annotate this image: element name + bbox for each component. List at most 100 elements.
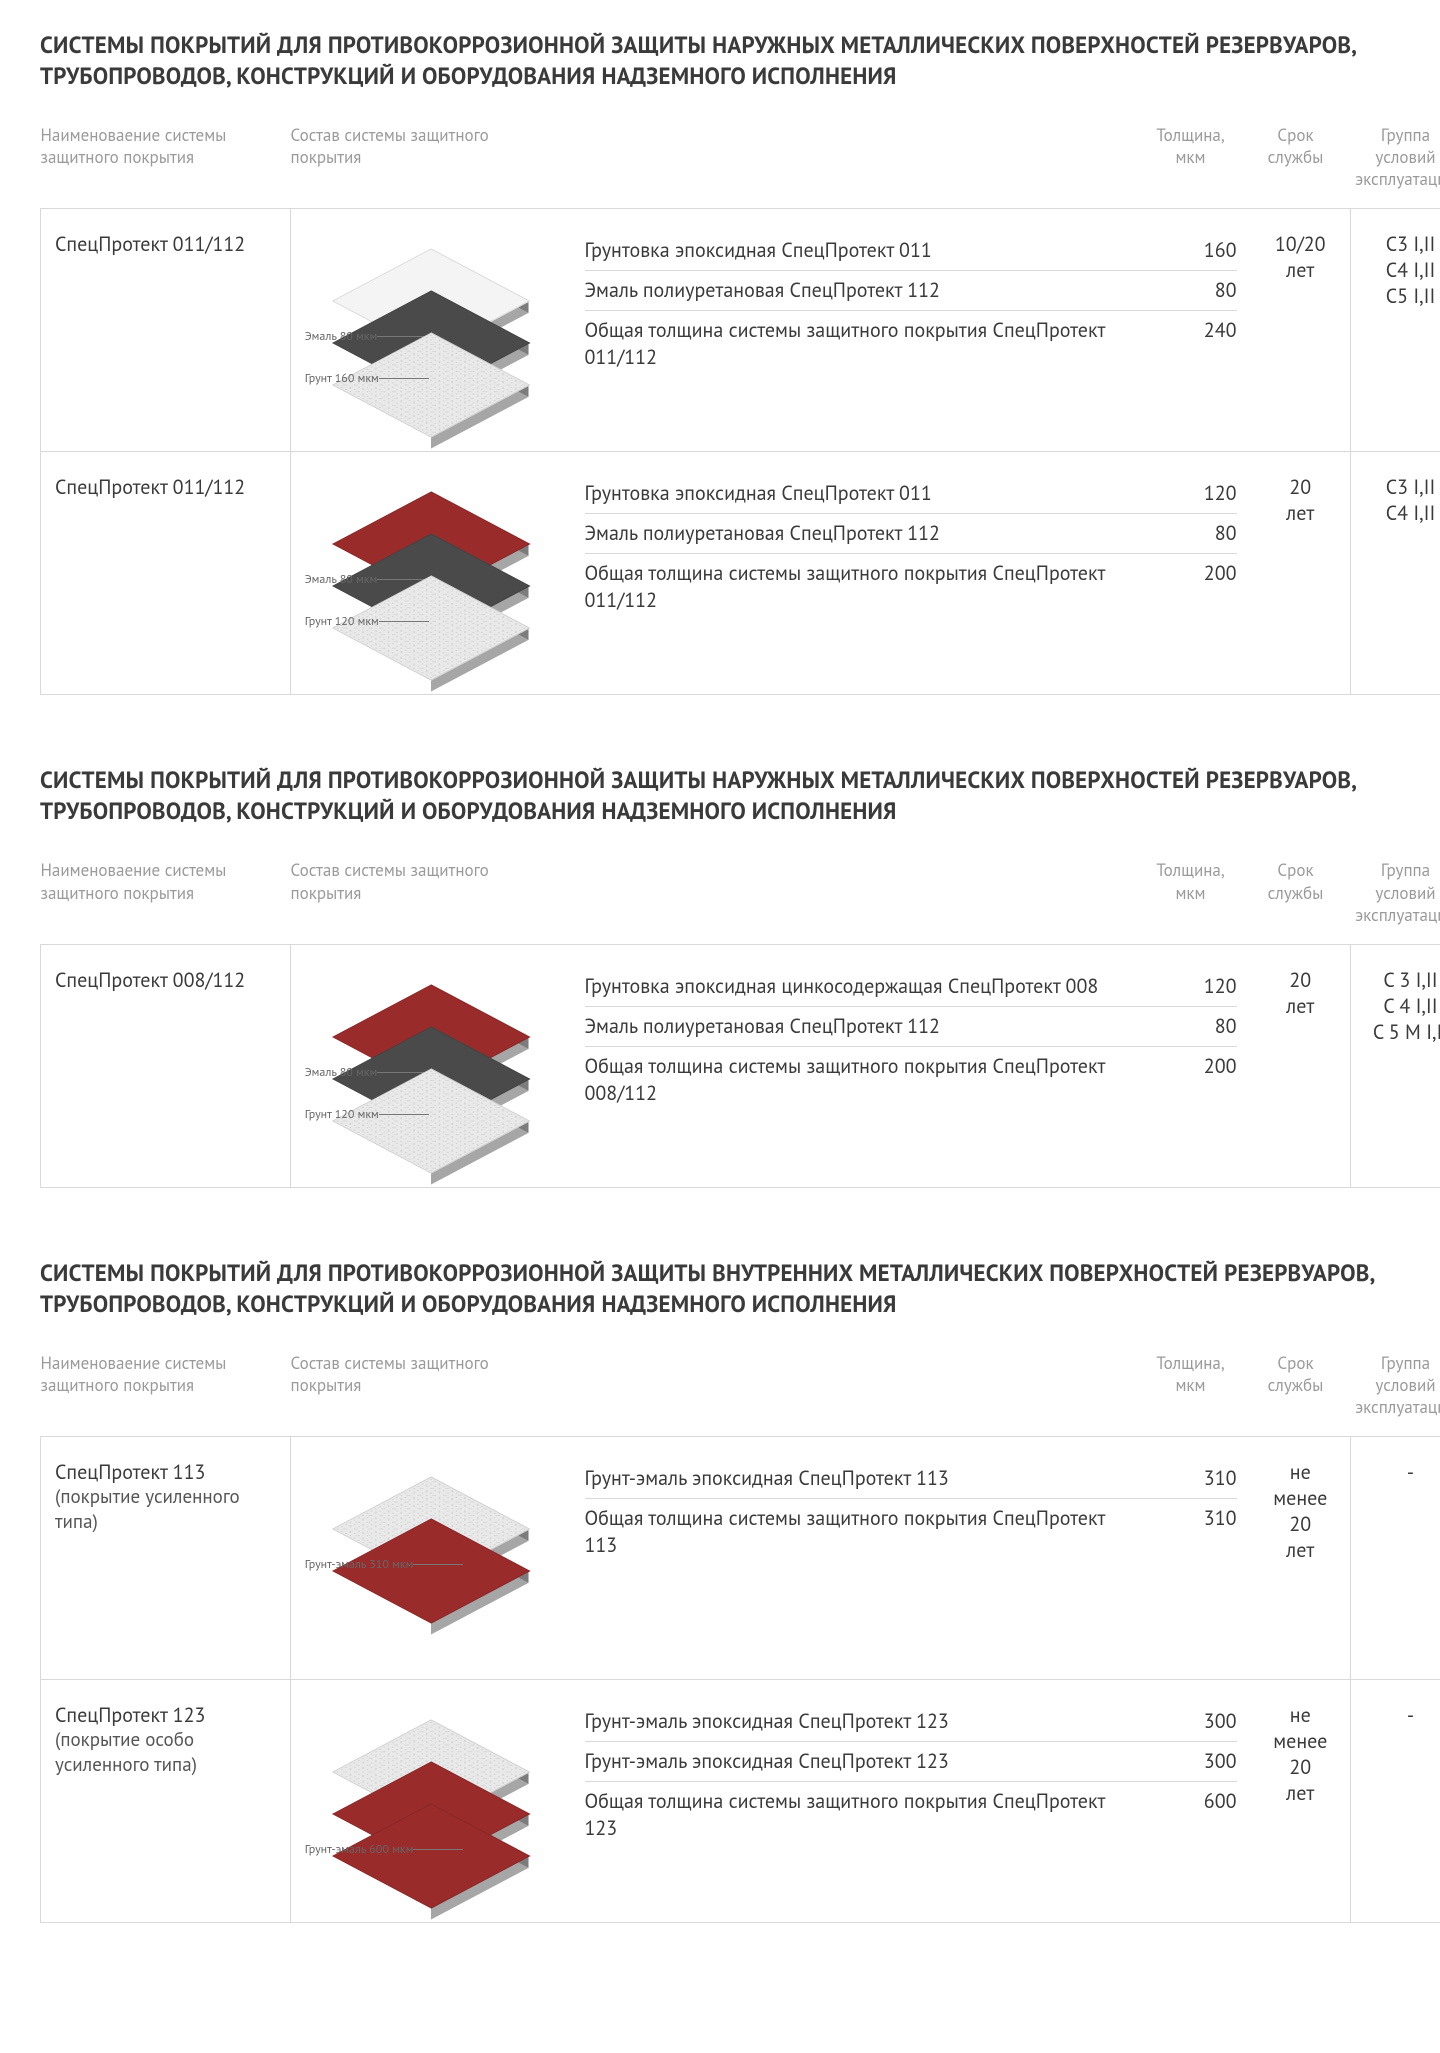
- col-header: Наименоваение системы защитного покрытия: [41, 1348, 291, 1437]
- col-header: [571, 1348, 1141, 1437]
- col-header: Группа условий эксплуатации: [1351, 120, 1440, 209]
- col-header: Группа условий эксплуатации: [1351, 1348, 1440, 1437]
- coating-diagram: Эмаль 80 мкмГрунт 120 мкм: [311, 967, 551, 1157]
- table-row: СпецПротект 011/112 Эмаль 80 мкм Грунт 120…: [41, 452, 1440, 695]
- detail-row: Грунтовка эпоксидная СпецПротект 011 120: [585, 474, 1237, 514]
- detail-value: 120: [1157, 973, 1237, 1000]
- cell-life: 10/20лет: [1251, 209, 1351, 452]
- detail-value: 160: [1157, 237, 1237, 264]
- system-name: СпецПротект 113: [55, 1459, 276, 1485]
- col-header: Толщина, мкм: [1141, 120, 1251, 209]
- detail-row: Грунтовка эпоксидная цинкосодержащая Спе…: [585, 967, 1237, 1007]
- detail-label: Грунт-эмаль эпоксидная СпецПротект 113: [585, 1465, 1137, 1492]
- detail-row: Грунт-эмаль эпоксидная СпецПротект 123 30…: [585, 1742, 1237, 1782]
- col-header: Срок службы: [1251, 120, 1351, 209]
- cell-details: Грунт-эмаль эпоксидная СпецПротект 123 30…: [571, 1680, 1251, 1923]
- system-name: СпецПротект 123: [55, 1702, 276, 1728]
- table-row: СпецПротект 123(покрытие особо усиленног…: [41, 1680, 1440, 1923]
- cell-group: С3 I,IIС4 I,IIС5 I,II: [1351, 209, 1440, 452]
- section-title: СИСТЕМЫ ПОКРЫТИЙ ДЛЯ ПРОТИВОКОРРОЗИОННОЙ…: [40, 1258, 1400, 1320]
- detail-label: Грунтовка эпоксидная СпецПротект 011: [585, 480, 1137, 507]
- col-header: Наименоваение системы защитного покрытия: [41, 120, 291, 209]
- detail-value: 80: [1157, 277, 1237, 304]
- detail-value: 600: [1157, 1788, 1237, 1842]
- cell-diagram: Эмаль 80 мкм Грунт 120 мкм: [291, 452, 571, 695]
- system-name: СпецПротект 011/112: [55, 231, 276, 257]
- system-name-sub: (покрытие усиленного типа): [55, 1485, 276, 1534]
- cell-details: Грунт-эмаль эпоксидная СпецПротект 11331…: [571, 1437, 1251, 1680]
- page-root: СИСТЕМЫ ПОКРЫТИЙ ДЛЯ ПРОТИВОКОРРОЗИОННОЙ…: [40, 30, 1400, 1923]
- diagram-callout: Грунт 120 мкм: [305, 614, 379, 629]
- detail-value: 80: [1157, 1013, 1237, 1040]
- cell-name: СпецПротект 011/112: [41, 452, 291, 695]
- cell-diagram: Эмаль 80 мкм Грунт 120 мкм: [291, 944, 571, 1187]
- cell-diagram: Грунт-эмаль 600 мкм: [291, 1680, 571, 1923]
- coating-table: Наименоваение системы защитного покрытия…: [40, 1348, 1440, 1923]
- diagram-callout: Грунт 120 мкм: [305, 1107, 379, 1122]
- coating-diagram: Грунт-эмаль 310 мкм: [311, 1459, 551, 1649]
- table-row: СпецПротект 113(покрытие усиленного типа…: [41, 1437, 1440, 1680]
- detail-row: Общая толщина системы защитного покрытия…: [585, 1782, 1237, 1848]
- detail-value: 300: [1157, 1748, 1237, 1775]
- detail-value: 120: [1157, 480, 1237, 507]
- detail-row: Грунт-эмаль эпоксидная СпецПротект 123 30…: [585, 1702, 1237, 1742]
- diagram-callout: Эмаль 80 мкм: [305, 329, 378, 344]
- detail-row: Эмаль полиуретановая СпецПротект 112 80: [585, 514, 1237, 554]
- detail-label: Эмаль полиуретановая СпецПротект 112: [585, 277, 1137, 304]
- cell-life: неменее20лет: [1251, 1437, 1351, 1680]
- cell-group: С 3 I,IIС 4 I,IIС 5 М I,II: [1351, 944, 1440, 1187]
- diagram-callout: Грунт-эмаль 600 мкм: [305, 1842, 414, 1857]
- detail-row: Общая толщина системы защитного покрытия…: [585, 554, 1237, 620]
- cell-life: 20лет: [1251, 944, 1351, 1187]
- detail-row: Эмаль полиуретановая СпецПротект 11280: [585, 1007, 1237, 1047]
- diagram-callout: Эмаль 80 мкм: [305, 1065, 378, 1080]
- col-header: Толщина, мкм: [1141, 855, 1251, 944]
- system-name: СпецПротект 008/112: [55, 967, 276, 993]
- detail-label: Грунтовка эпоксидная цинкосодержащая Спе…: [585, 973, 1137, 1000]
- diagram-callout: Грунт-эмаль 310 мкм: [305, 1557, 414, 1572]
- detail-label: Общая толщина системы защитного покрытия…: [585, 1505, 1137, 1559]
- col-header: [571, 120, 1141, 209]
- system-name: СпецПротект 011/112: [55, 474, 276, 500]
- diagram-callout: Эмаль 80 мкм: [305, 572, 378, 587]
- detail-label: Грунтовка эпоксидная СпецПротект 011: [585, 237, 1137, 264]
- col-header: Срок службы: [1251, 855, 1351, 944]
- cell-diagram: Эмаль 80 мкм Грунт 160 мкм: [291, 209, 571, 452]
- system-name-sub: (покрытие особо усиленного типа): [55, 1728, 276, 1777]
- section-title: СИСТЕМЫ ПОКРЫТИЙ ДЛЯ ПРОТИВОКОРРОЗИОННОЙ…: [40, 30, 1400, 92]
- detail-row: Общая толщина системы защитного покрытия…: [585, 1499, 1237, 1565]
- detail-value: 200: [1157, 560, 1237, 614]
- col-header: Состав системы защитного покрытия: [291, 855, 571, 944]
- detail-label: Грунт-эмаль эпоксидная СпецПротект 123: [585, 1748, 1137, 1775]
- coating-diagram: Грунт-эмаль 600 мкм: [311, 1702, 551, 1892]
- col-header: Состав системы защитного покрытия: [291, 120, 571, 209]
- detail-row: Грунтовка эпоксидная СпецПротект 011 160: [585, 231, 1237, 271]
- detail-row: Общая толщина системы защитного покрытия…: [585, 311, 1237, 377]
- cell-name: СпецПротект 008/112: [41, 944, 291, 1187]
- col-header: Группа условий эксплуатации: [1351, 855, 1440, 944]
- diagram-callout: Грунт 160 мкм: [305, 371, 379, 386]
- detail-label: Грунт-эмаль эпоксидная СпецПротект 123: [585, 1708, 1137, 1735]
- section: СИСТЕМЫ ПОКРЫТИЙ ДЛЯ ПРОТИВОКОРРОЗИОННОЙ…: [40, 30, 1400, 695]
- cell-life: неменее20лет: [1251, 1680, 1351, 1923]
- col-header: Толщина, мкм: [1141, 1348, 1251, 1437]
- section: СИСТЕМЫ ПОКРЫТИЙ ДЛЯ ПРОТИВОКОРРОЗИОННОЙ…: [40, 765, 1400, 1187]
- detail-row: Грунт-эмаль эпоксидная СпецПротект 11331…: [585, 1459, 1237, 1499]
- detail-value: 80: [1157, 520, 1237, 547]
- detail-label: Общая толщина системы защитного покрытия…: [585, 1788, 1137, 1842]
- cell-group: -: [1351, 1437, 1440, 1680]
- cell-name: СпецПротект 113(покрытие усиленного типа…: [41, 1437, 291, 1680]
- detail-label: Эмаль полиуретановая СпецПротект 112: [585, 520, 1137, 547]
- coating-table: Наименоваение системы защитного покрытия…: [40, 855, 1440, 1187]
- cell-details: Грунтовка эпоксидная цинкосодержащая Спе…: [571, 944, 1251, 1187]
- cell-life: 20лет: [1251, 452, 1351, 695]
- col-header: Наименоваение системы защитного покрытия: [41, 855, 291, 944]
- cell-name: СпецПротект 011/112: [41, 209, 291, 452]
- detail-row: Общая толщина системы защитного покрытия…: [585, 1047, 1237, 1113]
- col-header: [571, 855, 1141, 944]
- col-header: Состав системы защитного покрытия: [291, 1348, 571, 1437]
- detail-label: Общая толщина системы защитного покрытия…: [585, 560, 1137, 614]
- table-row: СпецПротект 011/112 Эмаль 80 мкм Грунт 160…: [41, 209, 1440, 452]
- detail-value: 300: [1157, 1708, 1237, 1735]
- cell-details: Грунтовка эпоксидная СпецПротект 011 160 Э…: [571, 209, 1251, 452]
